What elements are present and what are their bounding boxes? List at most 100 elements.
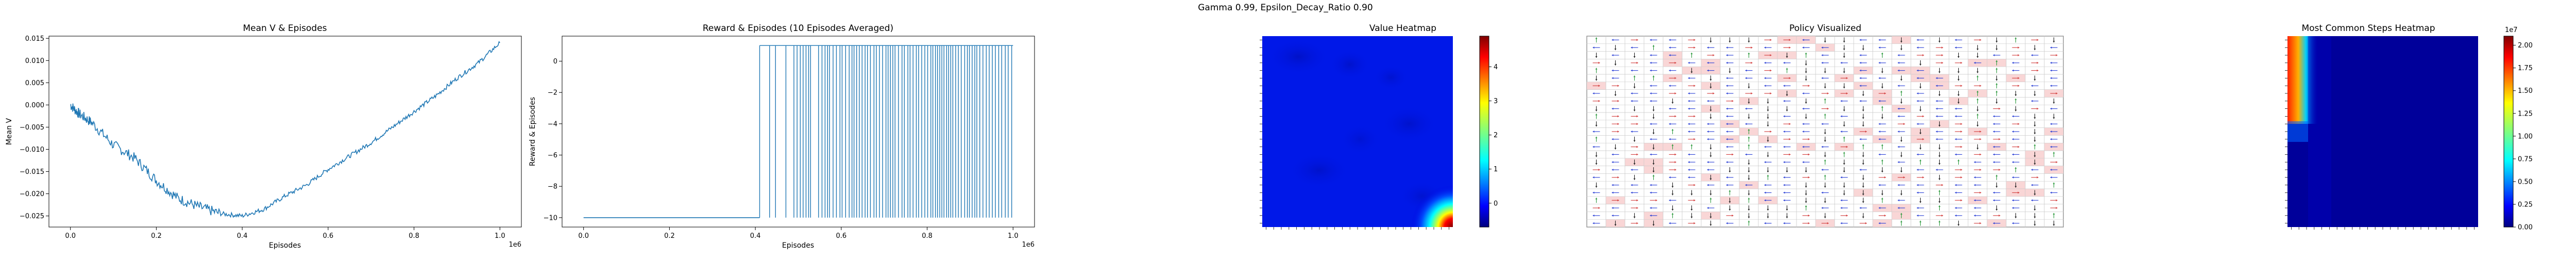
policy-arrowhead — [1919, 159, 1922, 162]
policy-arrowhead — [1824, 216, 1826, 218]
mean-v-title: Mean V & Episodes — [243, 23, 327, 34]
policy-arrowhead — [1957, 102, 1960, 104]
policy-arrowhead — [1767, 171, 1769, 172]
policy-arrowhead — [1767, 174, 1769, 176]
policy-arrowhead — [1770, 92, 1772, 94]
policy-arrowhead — [1900, 140, 1903, 142]
policy-arrowhead — [1805, 53, 1807, 54]
policy-arrowhead — [1783, 222, 1785, 224]
policy-arrowhead — [1650, 61, 1652, 64]
policy-arrowhead — [1713, 92, 1715, 94]
policy-arrowhead — [1960, 85, 1962, 87]
policy-arrowhead — [1976, 56, 1979, 58]
policy-arrowhead — [1612, 191, 1614, 194]
policy-arrowhead — [1612, 54, 1614, 56]
policy-arrowhead — [1652, 174, 1655, 176]
policy-arrowhead — [1843, 171, 1845, 172]
policy-arrowhead — [1688, 92, 1690, 94]
policy-arrowhead — [1917, 100, 1919, 102]
policy-arrowhead — [1707, 100, 1709, 102]
policy-arrowhead — [1993, 199, 1995, 202]
policy-arrowhead — [1955, 184, 1957, 186]
policy-arrowhead — [1709, 224, 1712, 226]
policy-arrowhead — [1900, 102, 1903, 104]
policy-arrowhead — [1917, 92, 1919, 94]
policy-arrowhead — [1976, 109, 1979, 111]
policy-arrowhead — [1745, 184, 1747, 186]
policy-arrowhead — [1690, 216, 1693, 218]
policy-arrowhead — [1726, 184, 1728, 186]
policy-arrowhead — [1748, 129, 1750, 131]
policy-arrowhead — [1652, 45, 1655, 47]
policy-arrowhead — [1595, 155, 1598, 157]
policy-arrowhead — [1878, 100, 1880, 102]
steps-colorbar-tick-label: 2.00 — [2518, 42, 2533, 50]
policy-arrowhead — [1805, 171, 1807, 172]
policy-arrowhead — [1840, 61, 1842, 64]
policy-arrowhead — [1979, 153, 1981, 156]
policy-arrowhead — [1917, 77, 1919, 79]
policy-arrowhead — [1598, 100, 1600, 102]
policy-arrowhead — [1993, 115, 1995, 118]
policy-arrowhead — [1652, 117, 1655, 119]
policy-arrowhead — [1612, 214, 1614, 217]
policy-arrowhead — [1726, 222, 1728, 224]
policy-arrowhead — [1881, 87, 1884, 89]
policy-arrowhead — [1636, 123, 1638, 125]
policy-arrowhead — [1631, 169, 1633, 171]
policy-arrowhead — [1636, 153, 1638, 156]
policy-arrowhead — [1805, 117, 1807, 119]
policy-arrowhead — [1674, 153, 1676, 156]
policy-arrowhead — [2037, 39, 2039, 41]
policy-arrowhead — [1783, 61, 1785, 64]
steps-colorbar-multiplier: 1e7 — [2505, 26, 2518, 34]
policy-arrowhead — [1821, 207, 1823, 209]
policy-arrowhead — [1808, 85, 1810, 87]
policy-arrowhead — [1669, 176, 1671, 179]
policy-arrowhead — [1936, 107, 1938, 110]
policy-arrowhead — [1633, 140, 1636, 142]
policy-arrowhead — [1688, 153, 1690, 156]
colorbar-tick-label: 0 — [1494, 200, 1498, 207]
x-tick-label: 0.6 — [323, 232, 334, 240]
policy-arrowhead — [1936, 85, 1938, 87]
policy-arrowhead — [1922, 176, 1924, 179]
policy-arrowhead — [2033, 209, 2036, 211]
policy-arrowhead — [2053, 213, 2055, 215]
policy-arrowhead — [1998, 107, 2001, 110]
policy-arrowhead — [1878, 153, 1880, 156]
policy-arrowhead — [1671, 186, 1674, 188]
policy-arrowhead — [1976, 71, 1979, 73]
policy-arrowhead — [1707, 69, 1709, 72]
policy-arrowhead — [1862, 201, 1865, 203]
policy-arrowhead — [1767, 216, 1769, 218]
policy-arrowhead — [1671, 129, 1674, 131]
x-tick-label: 0.2 — [151, 232, 162, 240]
policy-arrowhead — [1897, 161, 1900, 164]
policy-arrowhead — [1938, 94, 1941, 96]
policy-arrowhead — [1732, 153, 1734, 156]
policy-arrowhead — [1669, 222, 1671, 224]
policy-arrowhead — [1821, 61, 1823, 64]
policy-arrowhead — [1960, 146, 1962, 148]
policy-arrowhead — [1843, 71, 1845, 73]
reward-x-label: Episodes — [782, 241, 814, 250]
policy-arrowhead — [1631, 131, 1633, 133]
policy-arrowhead — [1900, 41, 1903, 43]
policy-arrowhead — [1897, 146, 1900, 148]
policy-arrowhead — [2014, 98, 2017, 100]
value-heatmap-image — [1262, 36, 1453, 227]
steps-colorbar-tick-label: 1.75 — [2518, 64, 2533, 72]
policy-arrowhead — [1974, 61, 1976, 64]
policy-arrowhead — [1938, 163, 1941, 165]
policy-arrowhead — [1652, 109, 1655, 111]
policy-arrowhead — [1840, 222, 1842, 224]
policy-arrowhead — [1878, 222, 1880, 224]
policy-arrowhead — [1974, 199, 1976, 202]
policy-arrowhead — [1938, 71, 1941, 73]
policy-arrowhead — [1897, 131, 1900, 133]
policy-arrowhead — [1993, 54, 1995, 56]
policy-arrowhead — [1843, 163, 1845, 165]
mean-v-chart: Mean V & Episodes 0.0 0.2 0.4 0.6 0.8 1.0 −0.… — [5, 23, 522, 250]
policy-arrowhead — [1745, 69, 1747, 72]
